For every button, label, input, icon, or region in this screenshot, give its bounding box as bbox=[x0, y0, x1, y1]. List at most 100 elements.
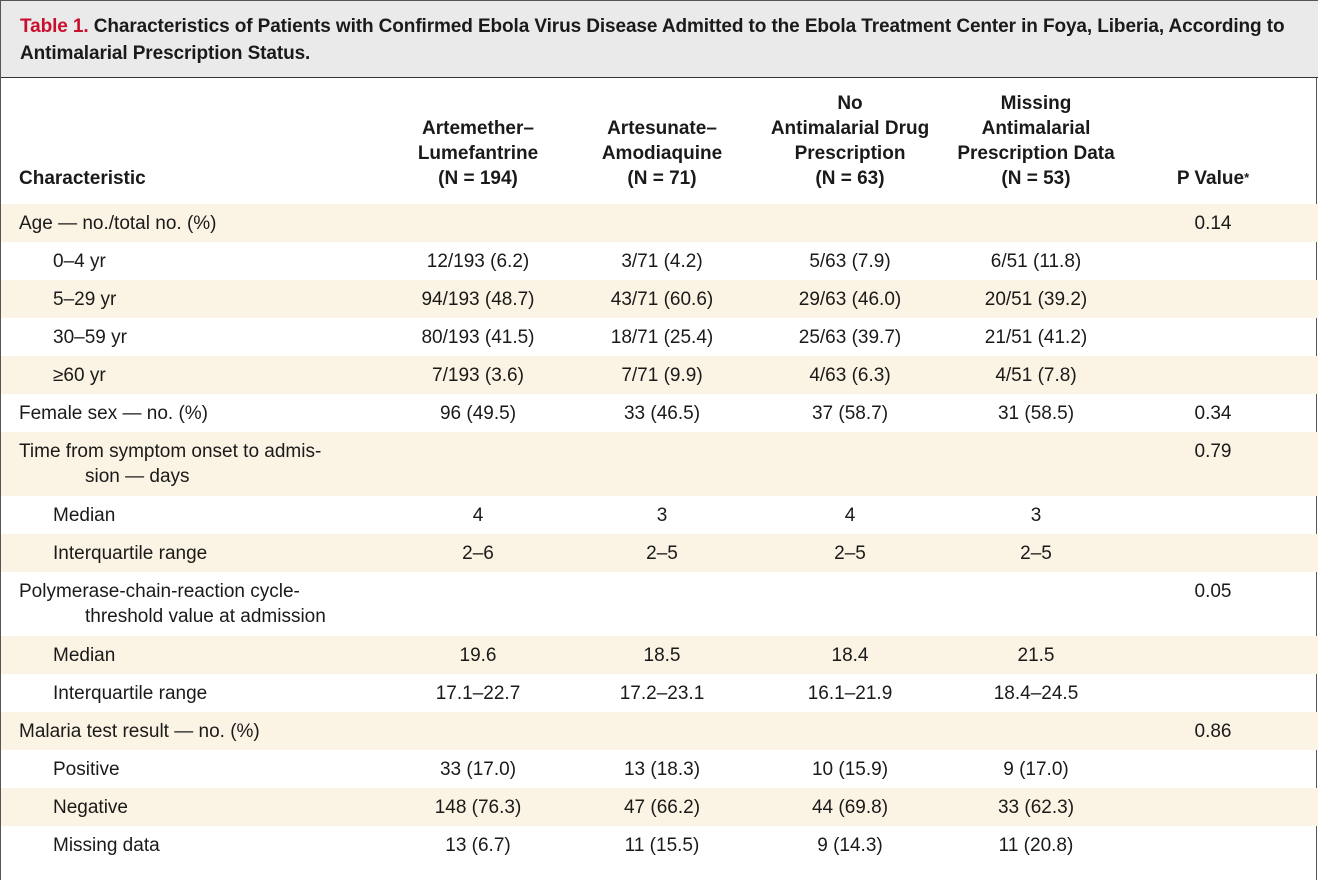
row-value-col2: 7/71 (9.9) bbox=[621, 365, 703, 386]
row-value-col4: 3 bbox=[1030, 505, 1042, 526]
table-row: 0–4 yr 12/193 (6.2) 3/71 (4.2) 5/63 (7.9) 6/… bbox=[1, 242, 1318, 280]
row-value-col3: 4/63 (6.3) bbox=[809, 365, 891, 386]
header-col1-line3: (N = 194) bbox=[438, 168, 518, 189]
row-value-col3: 10 (15.9) bbox=[811, 759, 889, 780]
row-value-col2: 13 (18.3) bbox=[623, 759, 701, 780]
header-col3-line3: Prescription bbox=[794, 143, 906, 164]
header-p-value-label: P Value bbox=[1176, 168, 1245, 189]
table-row: Positive 33 (17.0) 13 (18.3) 10 (15.9) 9 (17… bbox=[1, 750, 1318, 788]
row-label: Female sex — no. (%) bbox=[19, 401, 208, 426]
row-value-col1: 94/193 (48.7) bbox=[421, 289, 535, 310]
header-col4-line3: Prescription Data bbox=[957, 143, 1115, 164]
footnote-marker: * bbox=[1244, 170, 1250, 185]
header-characteristic: Characteristic bbox=[19, 166, 146, 191]
row-label: Median bbox=[53, 503, 115, 528]
row-value-col1: 13 (6.7) bbox=[445, 835, 511, 856]
row-label: Interquartile range bbox=[53, 681, 207, 706]
table-row: Median 4 3 4 3 bbox=[1, 496, 1318, 534]
row-value-col4: 4/51 (7.8) bbox=[995, 365, 1077, 386]
row-p-value: 0.79 bbox=[1194, 441, 1232, 462]
header-p-value: P Value* bbox=[1163, 166, 1263, 191]
row-value-col1: 4 bbox=[472, 505, 484, 526]
row-label-text: Median bbox=[53, 505, 116, 526]
row-label-text: Median bbox=[53, 645, 116, 666]
table-row: Age — no./total no. (%) 0.14 bbox=[1, 204, 1318, 242]
row-value-col3: 29/63 (46.0) bbox=[798, 289, 902, 310]
row-label-text: Malaria test result — no. (%) bbox=[19, 721, 260, 742]
header-col3-line4: (N = 63) bbox=[815, 168, 885, 189]
header-p-value-line: P Value* bbox=[1163, 166, 1263, 191]
row-value-col3: 4 bbox=[844, 505, 856, 526]
header-col2-line3: (N = 71) bbox=[627, 168, 697, 189]
row-value-col1: 12/193 (6.2) bbox=[426, 251, 530, 272]
row-label: Negative bbox=[53, 795, 128, 820]
row-value-col1: 2–6 bbox=[462, 543, 494, 564]
row-value-col3: 18.4 bbox=[831, 645, 869, 666]
row-value-col3: 44 (69.8) bbox=[811, 797, 889, 818]
row-value-col2: 47 (66.2) bbox=[623, 797, 701, 818]
row-label-continuation: threshold value at admission bbox=[85, 606, 326, 627]
row-label: Malaria test result — no. (%) bbox=[19, 719, 260, 744]
table-row: ≥60 yr 7/193 (3.6) 7/71 (9.9) 4/63 (6.3) 4/5… bbox=[1, 356, 1318, 394]
header-col4-line1: Missing bbox=[1000, 93, 1072, 114]
table-row: Missing data 13 (6.7) 11 (15.5) 9 (14.3) 11 … bbox=[1, 826, 1318, 864]
row-value-col3: 37 (58.7) bbox=[811, 403, 889, 424]
row-value-col4: 2–5 bbox=[1020, 543, 1052, 564]
row-value-col1: 7/193 (3.6) bbox=[432, 365, 524, 386]
row-label: ≥60 yr bbox=[53, 363, 106, 388]
header-missing-data: Missing Antimalarial Prescription Data (… bbox=[936, 91, 1136, 191]
table-row: Malaria test result — no. (%) 0.86 bbox=[1, 712, 1318, 750]
row-value-col2: 18/71 (25.4) bbox=[610, 327, 714, 348]
table-row: Female sex — no. (%) 96 (49.5) 33 (46.5) 37… bbox=[1, 394, 1318, 432]
header-col3-line1: No bbox=[837, 93, 863, 114]
row-p-value: 0.34 bbox=[1194, 403, 1232, 424]
table-row: 5–29 yr 94/193 (48.7) 43/71 (60.6) 29/63 (4… bbox=[1, 280, 1318, 318]
row-value-col3: 2–5 bbox=[834, 543, 866, 564]
row-value-col4: 20/51 (39.2) bbox=[984, 289, 1088, 310]
row-label-text: Interquartile range bbox=[53, 543, 208, 564]
row-label: Interquartile range bbox=[53, 541, 207, 566]
row-label: Age — no./total no. (%) bbox=[19, 211, 217, 236]
header-col3-line2: Antimalarial Drug bbox=[770, 118, 930, 139]
row-value-col4: 33 (62.3) bbox=[997, 797, 1075, 818]
header-col1-line1: Artemether– bbox=[422, 118, 534, 139]
row-label-text: Female sex — no. (%) bbox=[19, 403, 208, 424]
header-col4-line4: (N = 53) bbox=[1001, 168, 1071, 189]
row-p-value: 0.86 bbox=[1194, 721, 1232, 742]
table-row: Time from symptom onset to admis-sion — … bbox=[1, 432, 1318, 496]
row-label-text: 5–29 yr bbox=[53, 289, 117, 310]
table-row: 30–59 yr 80/193 (41.5) 18/71 (25.4) 25/63 (… bbox=[1, 318, 1318, 356]
row-p-value: 0.05 bbox=[1194, 581, 1232, 602]
row-label-text: Age — no./total no. (%) bbox=[19, 213, 217, 234]
row-label-text: Positive bbox=[53, 759, 120, 780]
header-artesunate-amodiaquine: Artesunate– Amodiaquine (N = 71) bbox=[562, 116, 762, 191]
row-label: 5–29 yr bbox=[53, 287, 116, 312]
row-label-text: 0–4 yr bbox=[53, 251, 106, 272]
row-value-col2: 17.2–23.1 bbox=[619, 683, 705, 704]
header-col2-line2: Amodiaquine bbox=[601, 143, 723, 164]
row-label-text: ≥60 yr bbox=[53, 365, 106, 386]
row-label-text: Negative bbox=[53, 797, 128, 818]
table-row: Polymerase-chain-reaction cycle-threshol… bbox=[1, 572, 1318, 636]
header-col4-line2: Antimalarial bbox=[981, 118, 1091, 139]
table-title: Characteristics of Patients with Confirm… bbox=[20, 16, 1285, 64]
row-value-col1: 19.6 bbox=[459, 645, 497, 666]
row-label-text: Missing data bbox=[53, 835, 160, 856]
row-value-col1: 33 (17.0) bbox=[439, 759, 517, 780]
row-value-col4: 31 (58.5) bbox=[997, 403, 1075, 424]
header-col2-line1: Artesunate– bbox=[607, 118, 717, 139]
row-value-col4: 18.4–24.5 bbox=[993, 683, 1079, 704]
table-body: Age — no./total no. (%) 0.14 0–4 yr 12/193 … bbox=[1, 204, 1318, 864]
row-value-col2: 11 (15.5) bbox=[624, 835, 700, 856]
row-label: Polymerase-chain-reaction cycle-threshol… bbox=[19, 579, 326, 629]
row-label: Missing data bbox=[53, 833, 160, 858]
table-row: Median 19.6 18.5 18.4 21.5 bbox=[1, 636, 1318, 674]
row-p-value: 0.14 bbox=[1194, 213, 1232, 234]
table-number: Table 1. bbox=[20, 16, 89, 37]
row-value-col1: 96 (49.5) bbox=[439, 403, 517, 424]
row-value-col2: 33 (46.5) bbox=[623, 403, 701, 424]
row-label: 0–4 yr bbox=[53, 249, 106, 274]
row-value-col3: 5/63 (7.9) bbox=[809, 251, 891, 272]
row-label-continuation: sion — days bbox=[85, 466, 190, 487]
